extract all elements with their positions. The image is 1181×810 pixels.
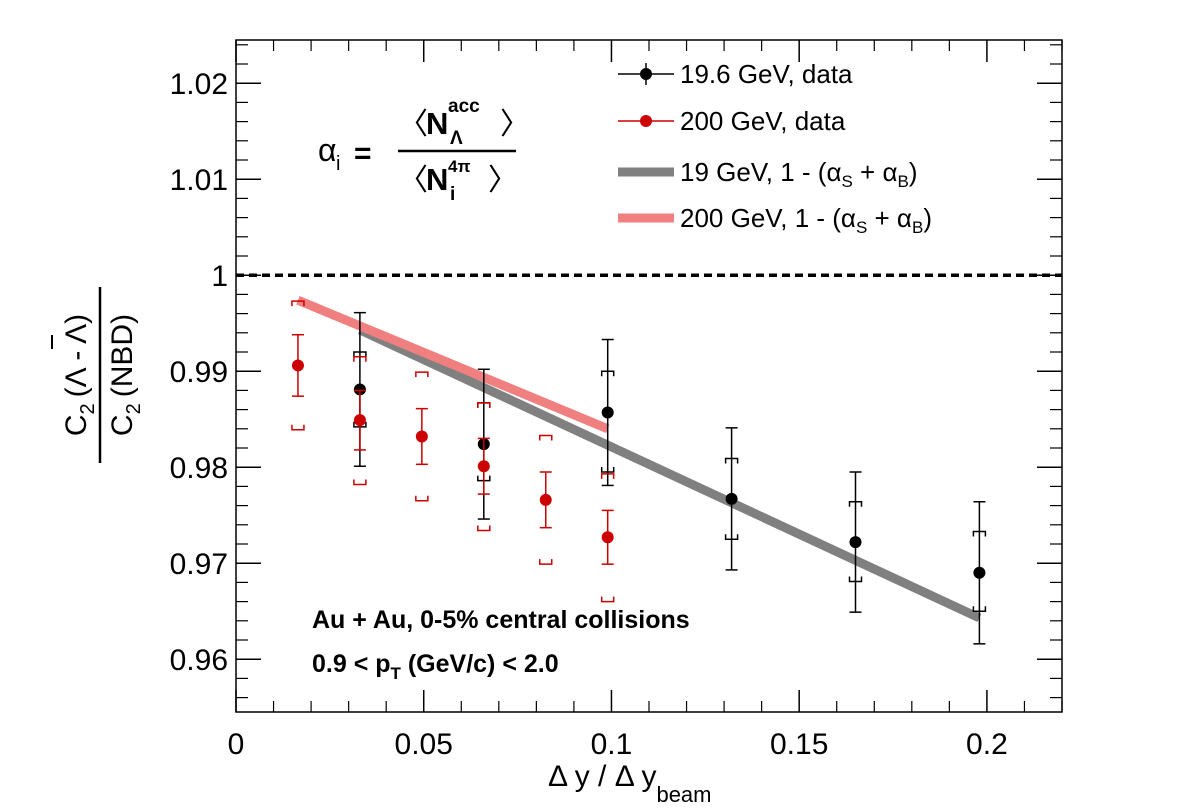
data-points	[291, 300, 987, 645]
sys-bracket-bottom	[291, 424, 305, 431]
y-tick-label: 1.01	[170, 164, 228, 197]
sys-bracket-bottom	[539, 559, 553, 565]
x-tick-label: 0.1	[591, 728, 633, 761]
annotation: Au + Au, 0-5% central collisions 0.9 < p…	[312, 606, 690, 683]
data-point	[601, 406, 614, 419]
sys-bracket-top	[539, 434, 553, 441]
formula-den-sub: i	[450, 184, 455, 205]
data-point	[353, 383, 366, 396]
x-tick-label: 0	[228, 728, 245, 761]
legend-label-19-model: 19 GeV, 1 - (αS + αB)	[680, 157, 918, 191]
sys-bracket-top	[415, 371, 429, 378]
data-point	[601, 531, 614, 544]
x-axis-title: Δ y / Δ ybeam	[548, 760, 712, 807]
legend-label-19: 19.6 GeV, data	[680, 59, 853, 89]
annotation-system: Au + Au, 0-5% central collisions	[312, 606, 690, 634]
data-point	[353, 414, 366, 427]
formula-den-lbracket: 〈	[398, 164, 428, 197]
y-tick-label: 0.96	[170, 644, 228, 677]
sys-bracket-top	[477, 402, 491, 408]
y-tick-label: 0.99	[170, 356, 228, 389]
sys-bracket-top	[724, 457, 739, 464]
sys-bracket-bottom	[415, 495, 429, 502]
formula-den-sup: 4π	[448, 157, 470, 176]
sys-bracket-top	[600, 370, 615, 377]
sys-bracket-bottom	[477, 525, 491, 532]
model-line	[358, 325, 982, 623]
formula-num-main: N	[426, 106, 448, 141]
data-point	[725, 492, 738, 505]
sys-bracket-bottom	[353, 479, 367, 486]
y-tick-label: 1	[211, 260, 228, 293]
sys-bracket-top	[972, 530, 987, 537]
data-point	[415, 430, 428, 443]
formula-equals: =	[354, 137, 372, 170]
y-axis-title-numerator: C2(Λ - Λ)	[60, 314, 99, 436]
formula-lhs-sub: i	[336, 153, 340, 175]
sys-bracket-bottom	[600, 467, 615, 473]
sys-bracket-top	[353, 351, 367, 357]
data-point	[849, 536, 862, 549]
x-tick-label: 0.05	[395, 728, 453, 761]
y-axis-title-denominator: C2(NBD)	[106, 314, 145, 436]
sys-bracket-bottom	[600, 596, 615, 603]
formula-num-rbracket: 〉	[500, 108, 530, 141]
data-point	[477, 460, 490, 473]
axis-ticks: 0 0.05 0.1 0.15 0.2 0.96 0.97 0.98 0.99 1 1.01 1.02	[170, 40, 1063, 761]
y-tick-label: 0.97	[170, 548, 228, 581]
legend: 19.6 GeV, data 200 GeV, data 19 GeV, 1 -…	[618, 59, 932, 237]
sys-bracket-top	[353, 356, 367, 362]
model-lines	[296, 296, 982, 623]
y-tick-label: 1.02	[170, 68, 228, 101]
alpha-formula: α i = 〈 N acc Λ 〉 〈 N 4π i 〉	[318, 96, 530, 205]
model-line	[296, 296, 610, 433]
x-tick-label: 0.15	[770, 728, 828, 761]
data-point	[539, 493, 552, 506]
data-point	[973, 566, 986, 579]
formula-num-lbracket: 〈	[398, 108, 428, 141]
sys-bracket-bottom	[724, 534, 739, 540]
sys-bracket-bottom	[848, 576, 863, 583]
y-axis-title: C2(Λ - Λ) C2(NBD)	[51, 287, 145, 463]
legend-marker-19	[640, 68, 652, 80]
sys-bracket-top	[848, 501, 863, 507]
sys-bracket-top	[291, 300, 305, 307]
x-tick-label: 0.2	[966, 728, 1008, 761]
formula-lhs: α	[318, 132, 337, 168]
data-point	[291, 359, 304, 372]
formula-den-rbracket: 〉	[488, 164, 518, 197]
annotation-pt-range: 0.9 < pT (GeV/c) < 2.0	[312, 650, 559, 683]
sys-bracket-top	[600, 473, 615, 479]
formula-num-sub: Λ	[450, 128, 463, 149]
legend-label-200: 200 GeV, data	[680, 106, 846, 136]
sys-bracket-bottom	[972, 606, 987, 612]
legend-label-200-model: 200 GeV, 1 - (αS + αB)	[680, 203, 932, 237]
legend-marker-200	[640, 115, 652, 127]
formula-den-main: N	[426, 162, 448, 197]
y-tick-label: 0.98	[170, 452, 228, 485]
formula-num-sup: acc	[448, 96, 480, 117]
